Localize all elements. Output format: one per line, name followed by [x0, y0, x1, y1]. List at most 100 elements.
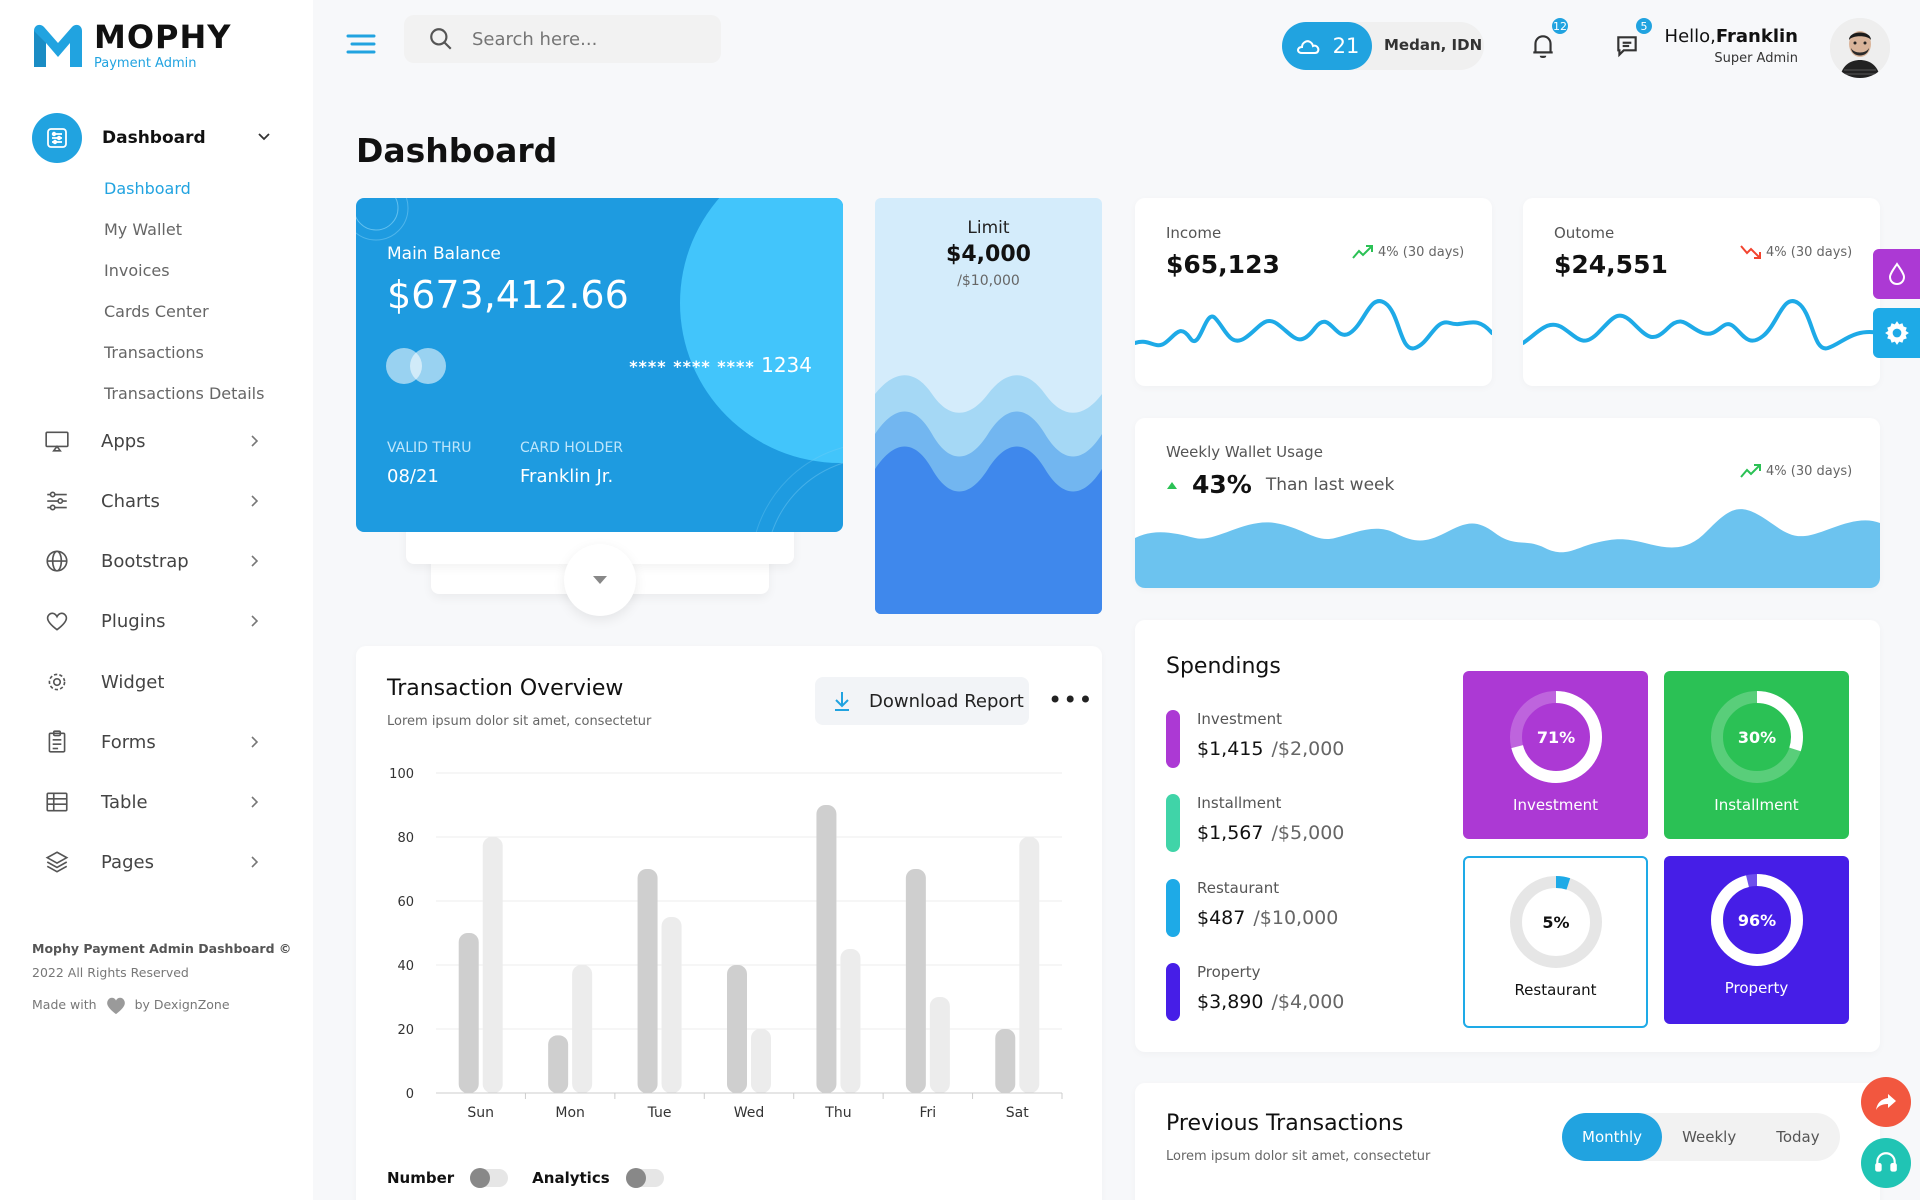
menu-toggle-icon[interactable]	[346, 30, 376, 58]
transaction-bar-chart: 0 20 40 60 80 100 Sun Mon Tue Wed Thu Fri Sat	[389, 767, 1063, 1121]
bar-sun-2[interactable]	[482, 837, 503, 1093]
y-tick-label: 0	[406, 1087, 414, 1102]
donut-arc	[1509, 876, 1602, 968]
bell-icon	[1533, 35, 1553, 58]
bar-mon-2[interactable]	[572, 965, 593, 1093]
x-tick-label: Sat	[1006, 1105, 1029, 1121]
sidebar-item-apps[interactable]: Apps	[42, 421, 262, 461]
chevron-right-icon	[251, 435, 259, 447]
bar-mon-1[interactable]	[548, 1035, 569, 1093]
trend-up-icon	[1352, 245, 1373, 259]
analytics-toggle[interactable]	[625, 1168, 664, 1188]
weekly-label: Weekly Wallet Usage	[1166, 443, 1323, 461]
submenu-item-transactions-details[interactable]: Transactions Details	[104, 384, 265, 403]
submenu-item-cards-center[interactable]: Cards Center	[104, 302, 209, 321]
previous-transactions-card: Previous Transactions Lorem ipsum dolor …	[1135, 1083, 1880, 1200]
chevron-right-icon	[251, 495, 259, 507]
chat-icon	[1617, 36, 1637, 58]
bar-thu-2[interactable]	[840, 949, 861, 1093]
bar-tue-2[interactable]	[661, 917, 682, 1093]
tab-weekly[interactable]: Weekly	[1682, 1128, 1737, 1146]
sidebar-item-charts[interactable]: Charts	[42, 481, 262, 521]
y-tick-label: 40	[397, 959, 414, 974]
tile-property[interactable]: 96% Property	[1664, 856, 1849, 1024]
user-role: Super Admin	[1714, 51, 1798, 66]
sidebar-item-pages[interactable]: Pages	[42, 842, 262, 882]
search-input[interactable]	[472, 28, 702, 50]
layers-icon	[42, 847, 72, 877]
tile-restaurant[interactable]: 5% Restaurant	[1463, 856, 1648, 1028]
sidebar-item-forms[interactable]: Forms	[42, 722, 262, 762]
page-title: Dashboard	[356, 131, 558, 170]
headset-icon	[1875, 1152, 1897, 1172]
property-donut: 96%	[1710, 874, 1803, 966]
weather-widget[interactable]: 21 Medan, IDN	[1282, 22, 1484, 70]
submenu-item-my-wallet[interactable]: My Wallet	[104, 220, 182, 239]
sidebar-item-label: Pages	[101, 851, 154, 873]
main-balance-card[interactable]: Main Balance $673,412.66 **** **** **** …	[356, 198, 843, 532]
tab-today[interactable]: Today	[1776, 1128, 1820, 1146]
donut-arc	[1710, 691, 1803, 783]
card-holder-label: CARD HOLDER	[520, 440, 624, 456]
previous-transactions-title: Previous Transactions	[1166, 1111, 1404, 1136]
card-number: **** **** **** 1234	[629, 353, 812, 377]
sidebar-item-label: Forms	[101, 731, 156, 753]
tile-installment[interactable]: 30% Installment	[1664, 671, 1849, 839]
sidebar-item-table[interactable]: Table	[42, 782, 262, 822]
transaction-overview-card: Transaction Overview Lorem ipsum dolor s…	[356, 646, 1102, 1200]
tile-investment[interactable]: 71% Investment	[1463, 671, 1648, 839]
bar-wed-1[interactable]	[727, 965, 747, 1093]
expand-cards-button[interactable]	[564, 544, 636, 616]
card-mask: **** **** ****	[629, 357, 755, 376]
submenu-item-transactions[interactable]: Transactions	[104, 343, 204, 362]
sliders-icon	[42, 486, 72, 516]
sidebar-item-label: Apps	[101, 430, 146, 452]
number-toggle[interactable]	[470, 1168, 509, 1188]
footer-made-with: Made with	[32, 997, 97, 1012]
user-greeting[interactable]: Hello,Franklin Super Admin	[1665, 26, 1798, 66]
sidebar-item-label: Dashboard	[102, 128, 206, 148]
sidebar-item-widget[interactable]: Widget	[42, 662, 262, 702]
weather-temp: 21	[1332, 34, 1360, 58]
sidebar-item-dashboard[interactable]: Dashboard	[32, 112, 272, 164]
share-button[interactable]	[1861, 1077, 1911, 1127]
sidebar-item-bootstrap[interactable]: Bootstrap	[42, 541, 262, 581]
share-arrow-icon	[1876, 1094, 1896, 1110]
search-icon[interactable]	[428, 26, 454, 52]
tab-monthly[interactable]: Monthly	[1562, 1113, 1663, 1161]
download-report-button[interactable]: Download Report	[815, 677, 1029, 725]
submenu-item-dashboard[interactable]: Dashboard	[104, 179, 191, 198]
bar-thu-1[interactable]	[816, 805, 837, 1093]
tile-name: Investment	[1513, 796, 1598, 814]
bar-tue-1[interactable]	[637, 869, 658, 1093]
submenu-item-invoices[interactable]: Invoices	[104, 261, 170, 280]
spending-of: /$10,000	[1253, 907, 1339, 929]
bar-sun-1[interactable]	[458, 933, 479, 1093]
brand-logo[interactable]: MOPHY Payment Admin	[30, 20, 231, 71]
bar-fri-2[interactable]	[929, 997, 950, 1093]
limit-value: $4,000	[946, 242, 1031, 267]
valid-thru-label: VALID THRU	[387, 440, 472, 456]
limit-label: Limit	[967, 218, 1010, 238]
avatar[interactable]	[1830, 18, 1890, 78]
spending-label: Property	[1197, 963, 1261, 981]
more-options-button[interactable]: •••	[1048, 686, 1094, 714]
transaction-overview-subtitle: Lorem ipsum dolor sit amet, consectetur	[387, 714, 652, 729]
chevron-down-icon	[258, 133, 270, 141]
messages-button[interactable]: 5	[1603, 15, 1655, 70]
sidebar-item-plugins[interactable]: Plugins	[42, 601, 262, 641]
bar-wed-2[interactable]	[751, 1029, 771, 1093]
spending-of: /$4,000	[1271, 991, 1345, 1013]
search-bar	[404, 15, 721, 63]
limit-wave	[875, 375, 1102, 614]
chevron-right-icon	[251, 555, 259, 567]
bar-sat-2[interactable]	[1019, 837, 1040, 1093]
weather-location: Medan, IDN	[1384, 36, 1483, 54]
chevron-right-icon	[251, 736, 259, 748]
notifications-button[interactable]: 12	[1519, 15, 1571, 70]
support-button[interactable]	[1861, 1138, 1911, 1188]
settings-button[interactable]	[1873, 308, 1920, 358]
bar-sat-1[interactable]	[995, 1029, 1016, 1093]
theme-color-button[interactable]	[1873, 249, 1920, 299]
bar-fri-1[interactable]	[905, 869, 926, 1093]
